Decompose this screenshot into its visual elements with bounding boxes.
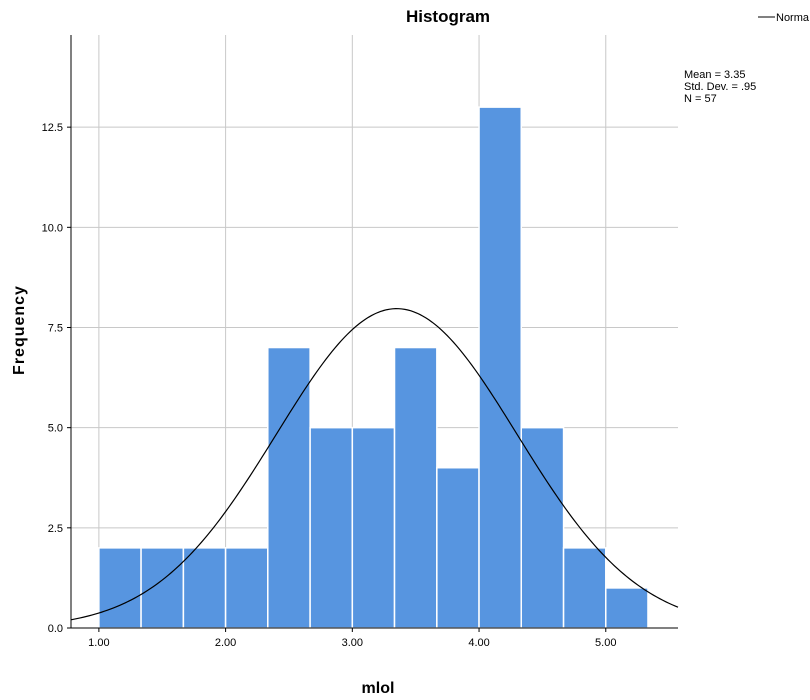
y-tick-label-2: 5.0 <box>48 423 63 435</box>
x-axis-label: mlol <box>362 680 395 697</box>
legend: Norma <box>758 12 810 24</box>
histogram-bar-7 <box>393 346 438 629</box>
histogram-bar-6 <box>351 426 396 629</box>
x-tick-label-3: 4.00 <box>468 637 489 649</box>
histogram-bar-10 <box>520 426 565 629</box>
x-tick-label-2: 3.00 <box>342 637 363 649</box>
legend-label: Norma <box>776 12 810 24</box>
stats-box: Mean = 3.35 Std. Dev. = .95 N = 57 <box>684 69 756 105</box>
y-tick-label-3: 7.5 <box>48 322 63 334</box>
y-tick-label-1: 2.5 <box>48 523 63 535</box>
stats-mean: Mean = 3.35 <box>684 69 745 81</box>
x-tick-label-0: 1.00 <box>88 637 109 649</box>
histogram-bar-5 <box>309 426 354 629</box>
chart-title: Histogram <box>406 7 490 26</box>
histogram-bar-2 <box>182 547 227 629</box>
histogram-bars <box>98 106 649 629</box>
stats-std-dev: Std. Dev. = .95 <box>684 81 756 93</box>
normal-curve <box>70 308 679 621</box>
histogram-bar-1 <box>140 547 185 629</box>
stats-n: N = 57 <box>684 93 717 105</box>
histogram-bar-3 <box>224 547 269 629</box>
tick-labels: 1.00 2.00 3.00 4.00 5.00 0.0 2.5 5.0 7.5 10.0 12.5 <box>42 122 617 649</box>
y-axis-label: Frequency <box>11 285 28 375</box>
axes <box>67 35 678 632</box>
x-tick-label-1: 2.00 <box>215 637 236 649</box>
normal-curve-layer <box>70 308 679 621</box>
histogram-bar-0 <box>98 547 142 629</box>
histogram-bar-12 <box>605 587 649 629</box>
y-tick-label-4: 10.0 <box>42 222 63 234</box>
histogram-bar-9 <box>478 106 522 629</box>
histogram-bar-8 <box>436 466 480 629</box>
x-tick-label-4: 5.00 <box>595 637 616 649</box>
y-tick-label-0: 0.0 <box>48 623 63 635</box>
histogram-bar-11 <box>562 547 607 629</box>
histogram-bar-4 <box>267 346 311 629</box>
y-tick-label-5: 12.5 <box>42 122 63 134</box>
